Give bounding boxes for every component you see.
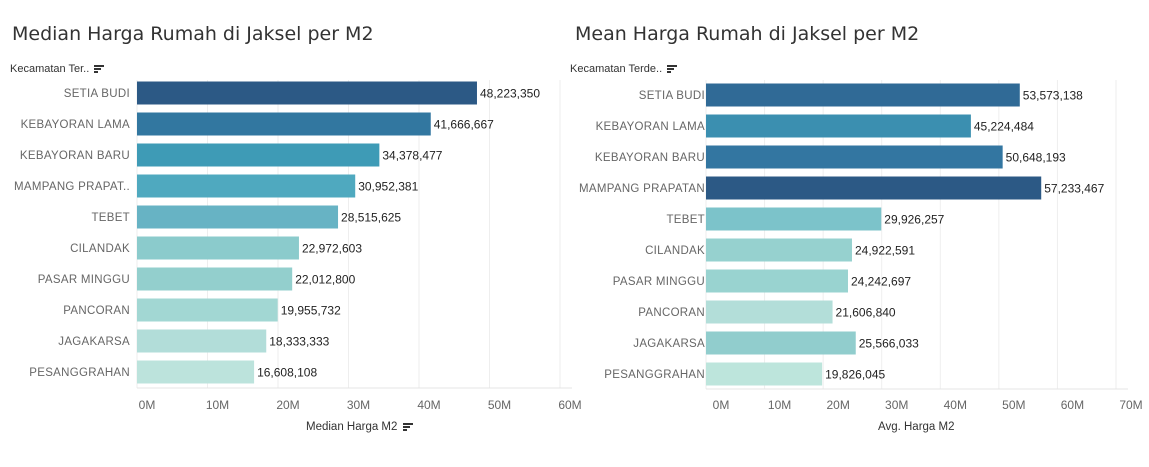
- category-label: PASAR MINGGU: [38, 274, 130, 286]
- data-label: 22,012,800: [295, 273, 355, 287]
- tick-label: 10M: [768, 398, 791, 412]
- tick-label: 50M: [488, 398, 511, 412]
- data-label: 24,242,697: [851, 275, 911, 289]
- category-label: JAGAKARSA: [58, 336, 130, 348]
- tick-label: 20M: [826, 398, 849, 412]
- category-label: CILANDAK: [645, 245, 705, 257]
- data-label: 45,224,484: [974, 120, 1034, 134]
- tick-label: 10M: [206, 398, 229, 412]
- category-label: JAGAKARSA: [633, 338, 705, 350]
- data-label: 29,926,257: [884, 213, 944, 227]
- mean-row-header-label: Kecamatan Terde..: [570, 63, 663, 75]
- bar[interactable]: [137, 267, 293, 291]
- sort-icon[interactable]: [94, 65, 105, 73]
- tick-label: 0M: [139, 398, 156, 412]
- data-label: 28,515,625: [341, 211, 401, 225]
- median-chart-title: Median Harga Rumah di Jaksel per M2: [12, 23, 374, 45]
- tick-label: 40M: [417, 398, 440, 412]
- category-label: PESANGGRAHAN: [29, 367, 130, 379]
- category-label: TEBET: [91, 212, 130, 224]
- data-label: 21,606,840: [836, 306, 896, 320]
- median-axis-title-label: Median Harga M2: [306, 421, 398, 433]
- tick-label: 20M: [276, 398, 299, 412]
- category-label: TEBET: [666, 214, 705, 226]
- bar[interactable]: [706, 114, 971, 138]
- bar[interactable]: [137, 360, 255, 384]
- bar[interactable]: [706, 238, 852, 262]
- data-label: 50,648,193: [1006, 151, 1066, 165]
- tick-label: 60M: [1061, 398, 1084, 412]
- category-label: KEBAYORAN LAMA: [21, 119, 130, 131]
- category-label: KEBAYORAN BARU: [20, 150, 130, 162]
- bar[interactable]: [137, 298, 278, 322]
- category-label: PANCORAN: [63, 305, 130, 317]
- data-label: 25,566,033: [859, 337, 919, 351]
- bar[interactable]: [137, 329, 267, 353]
- bar[interactable]: [137, 205, 339, 229]
- mean-row-header[interactable]: Kecamatan Terde..: [570, 63, 678, 75]
- median-bar-chart: SETIA BUDI 48,223,350 KEBAYORAN LAMA 41,666…: [14, 80, 582, 412]
- data-label: 19,955,732: [281, 304, 341, 318]
- tick-label: 50M: [1002, 398, 1025, 412]
- tick-label: 30M: [347, 398, 370, 412]
- category-label: CILANDAK: [70, 243, 130, 255]
- mean-axis-title: Avg. Harga M2: [878, 421, 955, 433]
- category-label: MAMPANG PRAPATAN: [579, 183, 705, 195]
- bar[interactable]: [706, 207, 882, 231]
- category-label: SETIA BUDI: [639, 90, 705, 102]
- bar[interactable]: [137, 143, 380, 167]
- bar[interactable]: [706, 145, 1003, 169]
- median-chart-panel: Median Harga Rumah di Jaksel per M2 Keca…: [0, 0, 582, 467]
- category-label: KEBAYORAN LAMA: [596, 121, 705, 133]
- data-label: 34,378,477: [382, 149, 442, 163]
- mean-bar-chart: SETIA BUDI 53,573,138 KEBAYORAN LAMA 45,224…: [579, 80, 1143, 412]
- sort-icon[interactable]: [403, 423, 414, 431]
- bar[interactable]: [706, 83, 1020, 107]
- bar[interactable]: [137, 236, 299, 260]
- mean-chart-title: Mean Harga Rumah di Jaksel per M2: [575, 23, 920, 45]
- data-label: 48,223,350: [480, 87, 540, 101]
- data-label: 18,333,333: [269, 335, 329, 349]
- category-label: KEBAYORAN BARU: [595, 152, 705, 164]
- bar[interactable]: [706, 300, 833, 324]
- median-axis-title[interactable]: Median Harga M2: [306, 421, 414, 433]
- sort-icon[interactable]: [667, 65, 678, 73]
- tick-label: 40M: [944, 398, 967, 412]
- category-label: SETIA BUDI: [64, 88, 130, 100]
- category-label: MAMPANG PRAPAT..: [14, 181, 130, 193]
- median-row-header[interactable]: Kecamatan Ter..: [10, 63, 105, 75]
- bar[interactable]: [137, 174, 356, 198]
- data-label: 22,972,603: [302, 242, 362, 256]
- data-label: 24,922,591: [855, 244, 915, 258]
- category-label: PESANGGRAHAN: [604, 369, 705, 381]
- data-label: 53,573,138: [1023, 89, 1083, 103]
- category-label: PASAR MINGGU: [613, 276, 705, 288]
- bar[interactable]: [137, 112, 431, 136]
- mean-axis-title-label: Avg. Harga M2: [878, 421, 955, 433]
- data-label: 57,233,467: [1044, 182, 1104, 196]
- bar[interactable]: [137, 81, 477, 105]
- bar[interactable]: [706, 269, 848, 293]
- data-label: 41,666,667: [434, 118, 494, 132]
- data-label: 16,608,108: [257, 366, 317, 380]
- data-label: 30,952,381: [358, 180, 418, 194]
- tick-label: 70M: [1119, 398, 1142, 412]
- tick-label: 30M: [885, 398, 908, 412]
- bar[interactable]: [706, 362, 823, 386]
- bar[interactable]: [706, 176, 1042, 200]
- median-row-header-label: Kecamatan Ter..: [10, 63, 90, 75]
- bar[interactable]: [706, 331, 856, 355]
- mean-chart-panel: Mean Harga Rumah di Jaksel per M2 Kecama…: [560, 0, 1149, 467]
- tick-label: 60M: [558, 398, 581, 412]
- category-label: PANCORAN: [638, 307, 705, 319]
- data-label: 19,826,045: [825, 368, 885, 382]
- tick-label: 0M: [713, 398, 730, 412]
